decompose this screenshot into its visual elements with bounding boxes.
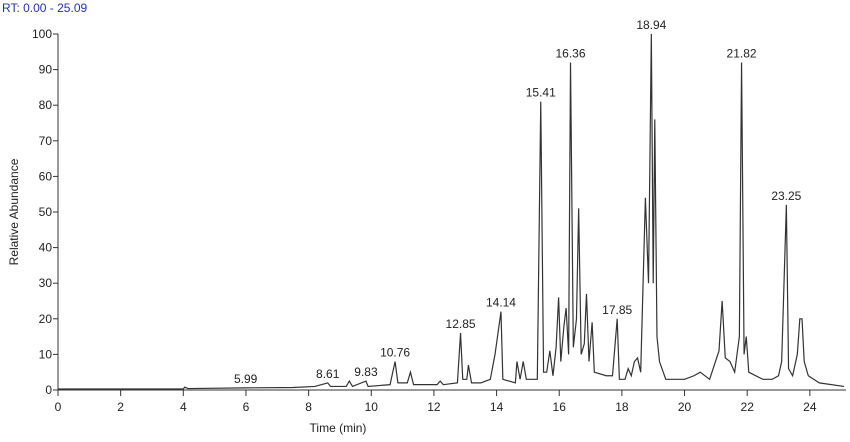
peak-label: 9.83 <box>354 365 378 379</box>
peak-label: 5.99 <box>234 372 258 386</box>
x-tick-label: 20 <box>678 400 692 414</box>
peak-label: 14.14 <box>486 296 516 310</box>
y-tick-label: 100 <box>32 27 52 41</box>
x-tick-label: 6 <box>243 400 250 414</box>
peak-label: 10.76 <box>380 346 410 360</box>
x-tick-label: 22 <box>741 400 755 414</box>
y-tick-label: 40 <box>39 241 53 255</box>
y-tick-label: 10 <box>39 347 53 361</box>
y-tick-label: 90 <box>39 63 53 77</box>
y-tick-label: 70 <box>39 134 53 148</box>
peak-label: 23.25 <box>771 189 801 203</box>
peak-label: 15.41 <box>526 86 556 100</box>
peak-label: 17.85 <box>602 303 632 317</box>
x-tick-label: 10 <box>365 400 379 414</box>
y-tick-label: 0 <box>45 383 52 397</box>
chromatogram-trace <box>58 33 845 390</box>
x-tick-label: 16 <box>553 400 567 414</box>
x-tick-label: 18 <box>615 400 629 414</box>
x-axis-label: Time (min) <box>310 421 367 435</box>
y-tick-label: 20 <box>39 312 53 326</box>
peak-label: 8.61 <box>316 367 340 381</box>
x-tick-label: 8 <box>305 400 312 414</box>
x-tick-label: 4 <box>180 400 187 414</box>
y-tick-label: 50 <box>39 205 53 219</box>
y-axis-label: Relative Abundance <box>7 158 21 265</box>
peak-label: 12.85 <box>446 317 476 331</box>
x-tick-label: 0 <box>55 400 62 414</box>
peak-label: 18.94 <box>636 18 666 32</box>
x-tick-label: 24 <box>803 400 817 414</box>
y-tick-label: 30 <box>39 276 53 290</box>
y-tick-label: 80 <box>39 98 53 112</box>
peak-label: 16.36 <box>555 46 585 60</box>
peak-label: 21.82 <box>727 46 757 60</box>
y-tick-label: 60 <box>39 169 53 183</box>
x-tick-label: 2 <box>117 400 124 414</box>
x-tick-label: 12 <box>427 400 441 414</box>
x-tick-label: 14 <box>490 400 504 414</box>
chart-title: RT: 0.00 - 25.09 <box>2 1 87 15</box>
